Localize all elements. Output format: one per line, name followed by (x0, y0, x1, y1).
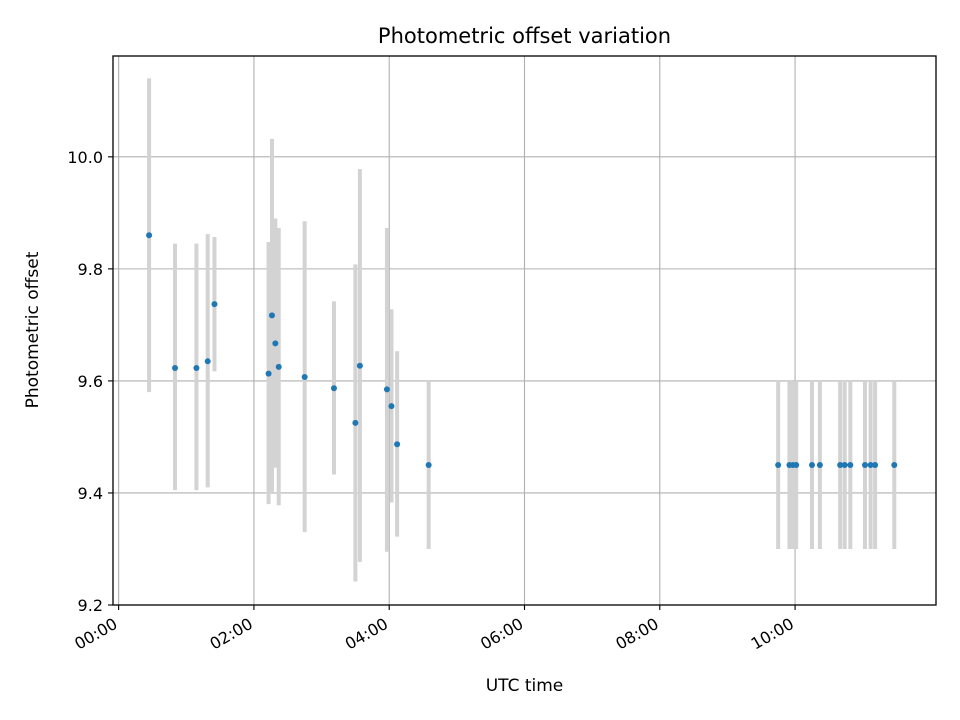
data-point (775, 461, 782, 468)
data-point (352, 419, 359, 426)
data-point (867, 461, 874, 468)
data-point (837, 461, 844, 468)
x-tick-label: 04:00 (342, 614, 391, 654)
x-tick-label: 10:00 (748, 614, 797, 654)
data-point (146, 232, 153, 239)
data-point (816, 461, 823, 468)
data-point (265, 370, 272, 377)
x-tick-label: 00:00 (71, 614, 120, 654)
data-point (211, 301, 218, 308)
x-tick-label: 08:00 (612, 614, 661, 654)
data-point (172, 365, 179, 372)
data-point (808, 461, 815, 468)
y-tick-label: 9.8 (78, 260, 103, 279)
data-point (841, 461, 848, 468)
data-point (356, 362, 363, 369)
data-point (891, 461, 898, 468)
y-axis-label: Photometric offset (23, 251, 43, 408)
data-point (872, 461, 879, 468)
data-point (204, 358, 211, 365)
data-point (388, 403, 395, 410)
error-bars (147, 78, 897, 582)
x-tick-label: 06:00 (477, 614, 526, 654)
data-point (847, 461, 854, 468)
data-point (268, 312, 275, 319)
x-axis-label: UTC time (486, 676, 564, 696)
data-point (193, 365, 200, 372)
x-tick-label: 02:00 (206, 614, 255, 654)
y-tick-label: 9.6 (78, 372, 103, 391)
data-point (394, 441, 401, 448)
data-points (146, 232, 898, 468)
y-tick-label: 9.2 (78, 596, 103, 615)
data-point (793, 461, 800, 468)
data-point (861, 461, 868, 468)
chart-title: Photometric offset variation (378, 24, 671, 48)
data-point (272, 340, 279, 347)
x-axis: 00:00 02:00 04:00 06:00 08:00 10:00 (71, 605, 797, 654)
y-axis: 9.2 9.4 9.6 9.8 10.0 (67, 148, 113, 615)
data-point (383, 386, 390, 393)
y-tick-label: 10.0 (67, 148, 103, 167)
data-point (275, 363, 282, 370)
data-point (301, 373, 308, 380)
data-point (330, 385, 337, 392)
data-point (425, 461, 432, 468)
y-tick-label: 9.4 (78, 484, 103, 503)
